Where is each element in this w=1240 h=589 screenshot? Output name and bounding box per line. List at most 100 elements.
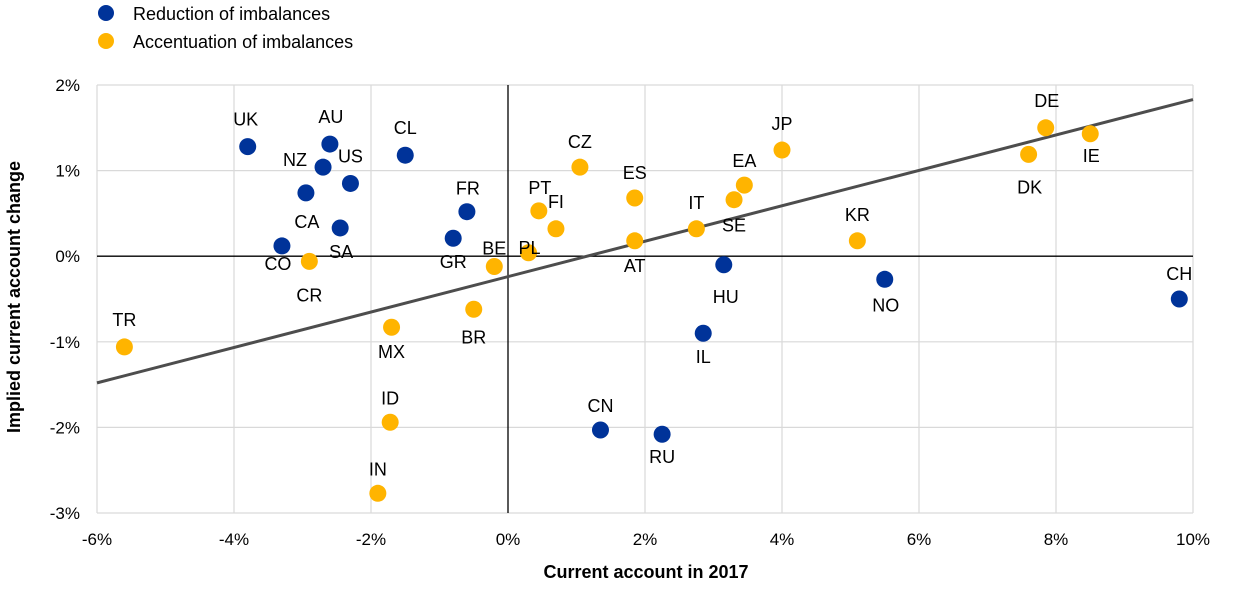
point-it — [687, 220, 705, 238]
point-cr — [300, 252, 318, 270]
point-co — [273, 237, 291, 255]
x-tick-label: 6% — [907, 530, 932, 549]
y-tick-labels: 2% 1% 0% -1% -2% -3% — [50, 76, 80, 523]
label-ch: CH — [1166, 264, 1192, 284]
y-tick-label: 2% — [55, 76, 80, 95]
y-tick-label: -2% — [50, 418, 80, 437]
point-no — [876, 270, 894, 288]
point-fi — [547, 220, 565, 238]
point-jp — [773, 141, 791, 159]
x-tick-label: -4% — [219, 530, 249, 549]
point-mx — [383, 318, 401, 336]
label-ru: RU — [649, 447, 675, 467]
label-tr: TR — [112, 310, 136, 330]
label-uk: UK — [233, 110, 258, 130]
point-ie — [1081, 125, 1099, 143]
point-dk — [1020, 145, 1038, 163]
point-fr — [458, 203, 476, 221]
label-pl: PL — [519, 238, 541, 258]
label-fr: FR — [456, 179, 480, 199]
label-au: AU — [318, 107, 343, 127]
legend-marker-reduction — [98, 5, 114, 21]
point-uk — [239, 138, 257, 156]
zero-axes — [97, 85, 1193, 513]
point-hu — [715, 256, 733, 274]
label-gr: GR — [440, 252, 467, 272]
y-tick-label: -1% — [50, 333, 80, 352]
label-es: ES — [623, 163, 647, 183]
x-tick-label: 0% — [496, 530, 521, 549]
label-be: BE — [482, 238, 506, 258]
x-tick-label: 10% — [1176, 530, 1210, 549]
label-cl: CL — [394, 118, 417, 138]
point-cl — [396, 146, 414, 164]
label-ie: IE — [1083, 146, 1100, 166]
label-at: AT — [624, 256, 646, 276]
x-tick-label: 4% — [770, 530, 795, 549]
label-kr: KR — [845, 205, 870, 225]
point-us — [341, 174, 359, 192]
label-de: DE — [1034, 91, 1059, 111]
label-nz: NZ — [283, 150, 307, 170]
label-mx: MX — [378, 342, 405, 362]
x-axis-title: Current account in 2017 — [543, 562, 748, 582]
point-es — [626, 189, 644, 207]
label-br: BR — [461, 327, 486, 347]
label-id: ID — [381, 388, 399, 408]
y-tick-label: 0% — [55, 247, 80, 266]
point-se — [725, 191, 743, 209]
label-jp: JP — [771, 114, 792, 134]
label-cr: CR — [296, 285, 322, 305]
y-tick-label: -3% — [50, 504, 80, 523]
point-ea — [735, 176, 753, 194]
point-gr — [444, 229, 462, 247]
data-points — [115, 119, 1188, 502]
point-labels: UK AU NZ US CA SA CO CL FR GR HU IL CN RU NO CH TR CR MX ID… — [112, 91, 1192, 480]
point-au — [321, 135, 339, 153]
x-tick-label: -6% — [82, 530, 112, 549]
point-ca — [297, 184, 315, 202]
label-cz: CZ — [568, 132, 592, 152]
label-it: IT — [688, 193, 704, 213]
point-nz — [314, 158, 332, 176]
point-in — [369, 484, 387, 502]
point-be — [485, 257, 503, 275]
label-no: NO — [872, 295, 899, 315]
x-tick-labels: -6% -4% -2% 0% 2% 4% 6% 8% 10% — [82, 530, 1210, 549]
trend-line — [96, 98, 1194, 385]
point-sa — [331, 219, 349, 237]
point-cz — [571, 158, 589, 176]
grid-lines — [96, 84, 1194, 514]
point-br — [465, 300, 483, 318]
point-de — [1037, 119, 1055, 137]
point-at — [626, 232, 644, 250]
point-kr — [848, 232, 866, 250]
label-in: IN — [369, 459, 387, 479]
point-tr — [115, 338, 133, 356]
label-pt: PT — [528, 178, 551, 198]
y-axis-title: Implied current account change — [4, 161, 24, 433]
legend-label-reduction: Reduction of imbalances — [133, 4, 330, 24]
point-cn — [591, 421, 609, 439]
legend: Reduction of imbalances Accentuation of … — [98, 4, 353, 52]
label-sa: SA — [329, 242, 353, 262]
label-il: IL — [696, 347, 711, 367]
x-tick-label: 2% — [633, 530, 658, 549]
x-tick-label: 8% — [1044, 530, 1069, 549]
point-ru — [653, 425, 671, 443]
point-pl — [520, 244, 538, 262]
label-se: SE — [722, 216, 746, 236]
legend-marker-accentuation — [98, 33, 114, 49]
point-pt — [530, 202, 548, 220]
label-ca: CA — [294, 212, 319, 232]
point-ch — [1170, 290, 1188, 308]
point-id — [381, 413, 399, 431]
label-dk: DK — [1017, 177, 1042, 197]
y-tick-label: 1% — [55, 162, 80, 181]
point-il — [694, 324, 712, 342]
label-co: CO — [264, 254, 291, 274]
label-cn: CN — [587, 396, 613, 416]
label-ea: EA — [732, 151, 756, 171]
x-tick-label: -2% — [356, 530, 386, 549]
